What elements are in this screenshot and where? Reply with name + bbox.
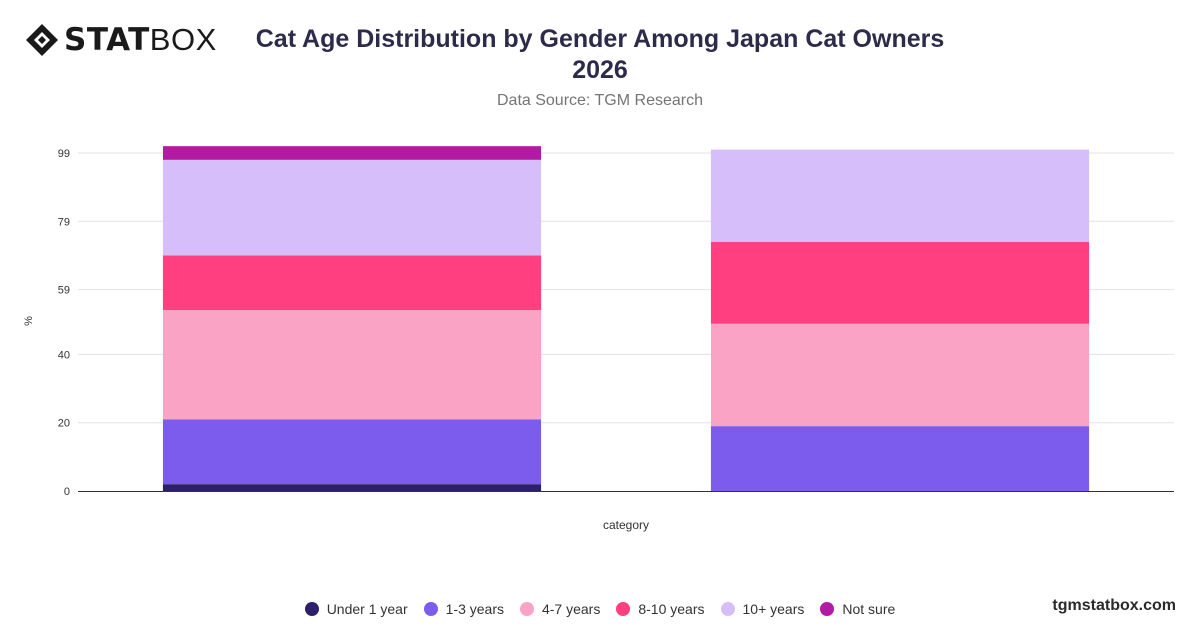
x-axis-label: category [603, 518, 649, 532]
logo-light-text: BOX [149, 22, 217, 57]
y-tick-label: 99 [58, 148, 70, 160]
legend-label: 1-3 years [445, 601, 504, 617]
statbox-logo: STATBOX [24, 22, 217, 58]
statbox-diamond-icon [26, 24, 58, 56]
legend-swatch [519, 602, 534, 616]
legend-swatch [616, 602, 631, 616]
legend-swatch [423, 602, 438, 616]
bars [162, 146, 1090, 491]
bar-segment [162, 255, 542, 311]
bar-segment [162, 159, 542, 256]
y-axis-label: % [23, 316, 35, 326]
logo-text: STATBOX [64, 22, 217, 58]
legend-item[interactable]: 10+ years [720, 601, 805, 617]
website-credit: tgmstatbox.com [1052, 597, 1176, 614]
bar-segment [710, 323, 1090, 427]
y-tick-label: 59 [58, 285, 70, 297]
legend-label: 8-10 years [638, 601, 705, 617]
legend-swatch [720, 602, 735, 616]
legend-item[interactable]: 8-10 years [616, 601, 705, 617]
legend-item[interactable]: Under 1 year [304, 601, 408, 617]
bar-segment [710, 149, 1090, 242]
legend-item[interactable]: Not sure [820, 601, 895, 617]
chart-legend: Under 1 year 1-3 years 4-7 years 8-10 years… [0, 601, 1200, 617]
axes: 0 20 40 59 79 99 category% [23, 148, 1174, 532]
chart-title: Cat Age Distribution by Gender Among Jap… [255, 25, 945, 84]
legend-label: 4-7 years [541, 601, 601, 617]
legend-label: Not sure [842, 601, 896, 617]
y-tick-label: 40 [58, 349, 70, 361]
chart-subtitle: Data Source: TGM Research [496, 92, 703, 109]
logo-bold-text: STAT [64, 22, 150, 58]
bar-segment [162, 484, 542, 491]
bar-segment [162, 310, 542, 420]
bar-segment [162, 146, 542, 160]
y-tick-label: 0 [64, 486, 70, 498]
legend-swatch [820, 602, 835, 616]
y-tick-label: 20 [58, 418, 70, 430]
legend-item[interactable]: 4-7 years [519, 601, 601, 617]
bar-segment [710, 241, 1090, 324]
legend-label: 10+ years [742, 601, 805, 617]
bar-segment [710, 426, 1090, 491]
y-tick-label: 79 [58, 216, 70, 228]
legend-item[interactable]: 1-3 years [423, 601, 504, 617]
legend-swatch [304, 602, 319, 616]
bar-segment [162, 419, 542, 485]
legend-label: Under 1 year [326, 601, 408, 617]
